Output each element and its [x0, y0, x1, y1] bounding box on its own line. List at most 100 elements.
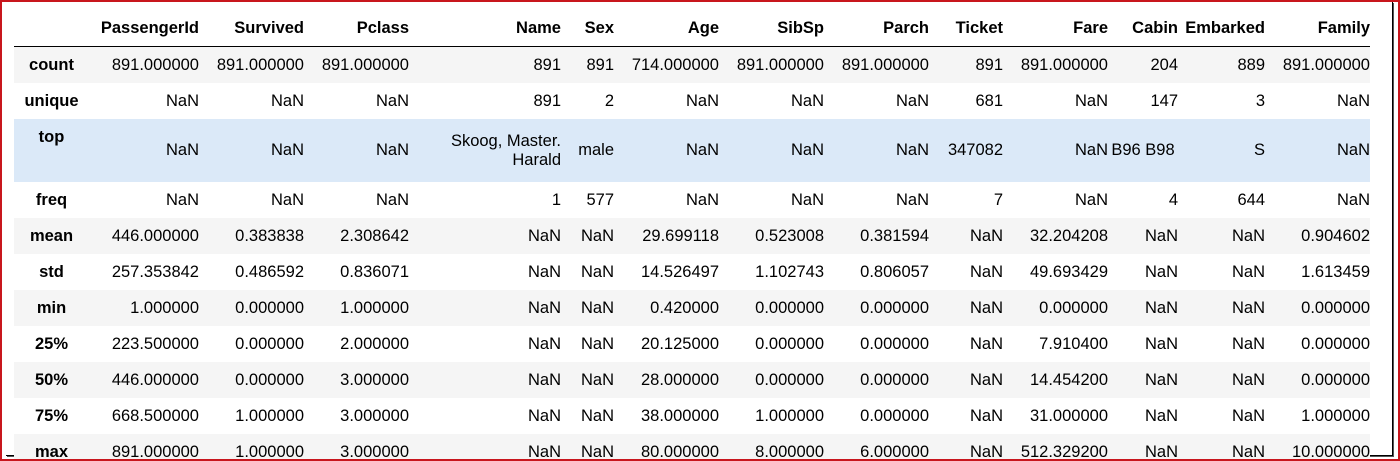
- row-index-label: 75%: [34, 406, 69, 425]
- cell-survived: NaN: [270, 141, 304, 159]
- column-header-name: Name: [409, 10, 561, 47]
- column-header-sex: Sex: [561, 10, 614, 47]
- cell-pclass: NaN: [375, 141, 409, 159]
- cell-parch: 0.000000: [860, 298, 929, 317]
- row-index-label: 50%: [34, 370, 69, 389]
- cell-cabin: NaN: [1144, 298, 1178, 317]
- cell-sex: 891: [586, 55, 614, 74]
- cell-sibsp: NaN: [790, 190, 824, 209]
- cell-cabin: NaN: [1144, 442, 1178, 461]
- cell-name: Skoog, Master. Harald: [450, 131, 561, 169]
- cell-survived: NaN: [270, 91, 304, 110]
- cell-pclass: 3.000000: [340, 406, 409, 425]
- row-index-label: min: [36, 298, 67, 317]
- cell-sibsp: 891.000000: [736, 55, 824, 74]
- cell-cabin: 147: [1150, 91, 1178, 110]
- column-header-embarked: Embarked: [1178, 10, 1265, 47]
- cell-sex: NaN: [580, 406, 614, 425]
- cell-sibsp: 1.102743: [755, 262, 824, 281]
- cell-ticket: 347082: [947, 141, 1003, 159]
- cell-survived: 1.000000: [235, 442, 304, 461]
- table-header: PassengerId Survived Pclass Name Sex Age SibSp…: [14, 10, 1370, 47]
- cell-cabin: NaN: [1144, 262, 1178, 281]
- cell-embarked: NaN: [1231, 406, 1265, 425]
- table-row-75pct: 75% 668.500000 1.000000 3.000000 NaN NaN 38.00…: [14, 398, 1370, 434]
- cell-family: 1.613459: [1301, 262, 1370, 281]
- cell-sibsp: 1.000000: [755, 406, 824, 425]
- column-header-ticket: Ticket: [929, 10, 1003, 47]
- cell-fare: 512.329200: [1020, 442, 1108, 461]
- cell-ticket: NaN: [969, 406, 1003, 425]
- cell-embarked: 889: [1237, 55, 1265, 74]
- cell-survived: 0.000000: [235, 334, 304, 353]
- cell-sex: 577: [586, 190, 614, 209]
- cell-fare: 31.000000: [1030, 406, 1108, 425]
- cell-name: NaN: [527, 370, 561, 389]
- cell-fare: NaN: [1074, 91, 1108, 110]
- cell-embarked: 3: [1255, 91, 1265, 110]
- cell-parch: NaN: [895, 190, 929, 209]
- cell-family: 0.000000: [1301, 334, 1370, 353]
- row-index-label: freq: [35, 190, 68, 209]
- cell-cabin: NaN: [1144, 334, 1178, 353]
- cell-passengerid: 257.353842: [111, 262, 199, 281]
- cell-ticket: NaN: [969, 262, 1003, 281]
- cell-family: 1.000000: [1301, 406, 1370, 425]
- cell-name: 891: [533, 55, 561, 74]
- describe-dataframe-table: PassengerId Survived Pclass Name Sex Age SibSp…: [14, 10, 1370, 461]
- cell-pclass: 2.308642: [340, 226, 409, 245]
- table-body: count 891.000000 891.000000 891.000000 891 89…: [14, 46, 1370, 461]
- cell-pclass: 891.000000: [321, 55, 409, 74]
- cell-fare: 14.454200: [1030, 370, 1108, 389]
- cell-name: NaN: [527, 226, 561, 245]
- cell-sex: male: [578, 141, 614, 159]
- cell-survived: 1.000000: [235, 406, 304, 425]
- cell-sibsp: 0.523008: [755, 226, 824, 245]
- cell-embarked: NaN: [1231, 262, 1265, 281]
- cell-name: NaN: [527, 262, 561, 281]
- cell-age: 28.000000: [641, 370, 719, 389]
- row-index-label: std: [39, 262, 64, 281]
- cell-parch: 6.000000: [860, 442, 929, 461]
- cell-passengerid: 446.000000: [111, 226, 199, 245]
- cell-ticket: 681: [975, 91, 1003, 110]
- cell-age: 14.526497: [641, 262, 719, 281]
- cell-sex: NaN: [580, 370, 614, 389]
- table-row-mean: mean 446.000000 0.383838 2.308642 NaN NaN 29.6…: [14, 218, 1370, 254]
- cell-cabin: B96 B98: [1111, 141, 1175, 159]
- cell-parch: 0.806057: [860, 262, 929, 281]
- cell-survived: 0.486592: [235, 262, 304, 281]
- table-row-top: top NaN NaN NaN Skoog, Master. Harald male NaN…: [14, 119, 1370, 182]
- cell-parch: NaN: [895, 91, 929, 110]
- cell-passengerid: 891.000000: [111, 55, 199, 74]
- cell-age: NaN: [685, 141, 719, 159]
- cell-sibsp: 0.000000: [755, 334, 824, 353]
- cell-pclass: 3.000000: [340, 442, 409, 461]
- cell-family: NaN: [1336, 190, 1370, 209]
- cell-embarked: NaN: [1231, 298, 1265, 317]
- cell-fare: 0.000000: [1039, 298, 1108, 317]
- column-header-family: Family: [1265, 10, 1370, 47]
- cell-sex: NaN: [580, 442, 614, 461]
- cell-age: 38.000000: [641, 406, 719, 425]
- cell-family: 0.904602: [1301, 226, 1370, 245]
- cell-sibsp: NaN: [790, 141, 824, 159]
- cell-embarked: 644: [1237, 190, 1265, 209]
- cell-ticket: 891: [975, 55, 1003, 74]
- row-index-label: max: [34, 442, 69, 461]
- cell-ticket: NaN: [969, 334, 1003, 353]
- cell-cabin: NaN: [1144, 226, 1178, 245]
- cell-pclass: 2.000000: [340, 334, 409, 353]
- cell-parch: 0.000000: [860, 370, 929, 389]
- cell-sibsp: NaN: [790, 91, 824, 110]
- cell-fare: 32.204208: [1030, 226, 1108, 245]
- cell-family: 10.000000: [1292, 442, 1370, 461]
- cell-sibsp: 0.000000: [755, 298, 824, 317]
- table-row-unique: unique NaN NaN NaN 891 2 NaN NaN NaN 681 NaN 147 3 Na…: [14, 83, 1370, 119]
- cell-pclass: 3.000000: [340, 370, 409, 389]
- cell-age: 20.125000: [641, 334, 719, 353]
- cell-parch: 891.000000: [841, 55, 929, 74]
- cell-embarked: NaN: [1231, 370, 1265, 389]
- cell-passengerid: NaN: [165, 141, 199, 159]
- cell-parch: 0.381594: [860, 226, 929, 245]
